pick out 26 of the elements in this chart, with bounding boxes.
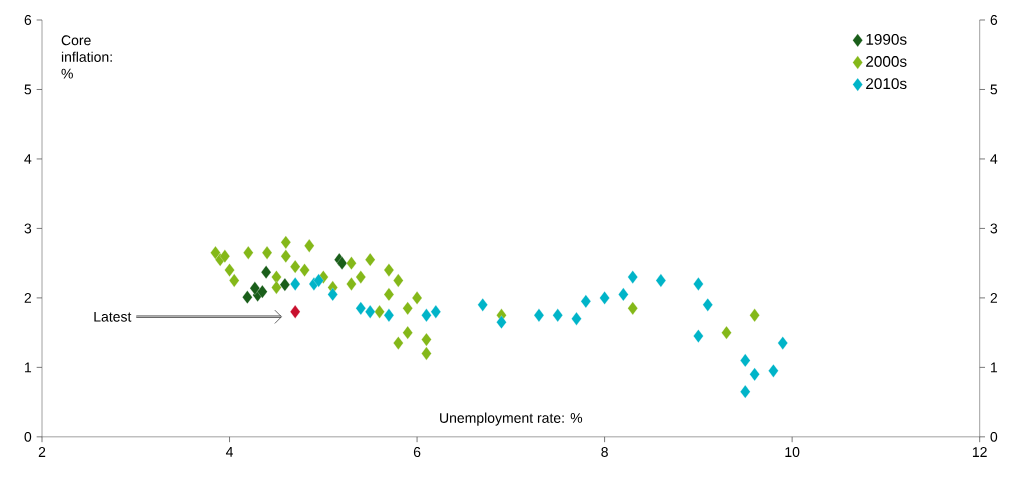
y2-tick-label: 5 — [990, 84, 998, 95]
y2-tick-label: 3 — [990, 223, 998, 234]
y2-tick-label: 0 — [990, 431, 998, 442]
y2-tick-label: 1 — [991, 362, 998, 373]
y-tick-label: 0 — [24, 431, 32, 442]
y2-tick-label: 6 — [990, 15, 998, 26]
y-tick-label: 4 — [24, 154, 32, 164]
x-axis-title: Unemployment rate: % — [440, 412, 583, 426]
x-tick-label: 2 — [38, 447, 46, 457]
y-axis-title: Core inflation: % — [61, 35, 112, 79]
y-tick-label: 1 — [25, 362, 32, 373]
x-tick-label: 8 — [601, 447, 608, 458]
legend-label: 1990s — [866, 34, 907, 45]
annotation: Latest — [94, 312, 132, 322]
y-tick-label: 6 — [24, 15, 32, 26]
y-tick-label: 3 — [24, 223, 32, 234]
y-tick-label: 2 — [24, 293, 32, 303]
y2-tick-label: 4 — [990, 154, 998, 164]
x-tick-label: 12 — [972, 447, 987, 457]
x-tick-label: 10 — [785, 447, 800, 458]
y2-tick-label: 2 — [990, 293, 998, 303]
y-tick-label: 5 — [24, 84, 32, 95]
legend-label: 2010s — [866, 78, 907, 90]
x-tick-label: 6 — [413, 447, 421, 458]
legend-label: 2000s — [866, 56, 907, 67]
x-tick-label: 4 — [225, 447, 233, 457]
